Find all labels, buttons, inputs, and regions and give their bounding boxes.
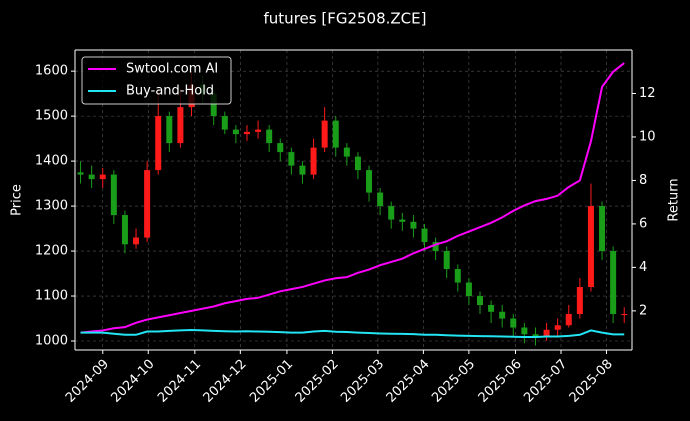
y2-tick-label: 2 — [639, 303, 647, 318]
candle-body — [532, 334, 539, 337]
candle-body — [110, 174, 117, 216]
y2-axis-label: Return — [667, 178, 682, 221]
y-tick-label: 1600 — [35, 64, 68, 79]
y-tick-label: 1200 — [35, 244, 68, 259]
candle-body — [177, 107, 184, 144]
candle-body — [421, 228, 428, 243]
candle-body — [332, 120, 339, 148]
candle-body — [499, 311, 506, 319]
candle-body — [255, 129, 262, 132]
y2-tick-label: 12 — [639, 86, 656, 101]
candle-body — [288, 152, 295, 166]
legend-label: Swtool.com AI — [126, 62, 218, 77]
candle-body — [266, 129, 273, 144]
candle-body — [144, 170, 151, 238]
candle-body — [599, 206, 606, 252]
candle-body — [454, 269, 461, 283]
y-tick-label: 1300 — [35, 199, 68, 214]
candle-body — [366, 170, 373, 193]
candle-body — [554, 325, 561, 330]
candle-body — [155, 116, 162, 171]
candle-body — [310, 147, 317, 175]
candle-body — [243, 131, 250, 135]
candle-body — [488, 305, 495, 312]
y-tick-label: 1400 — [35, 154, 68, 169]
y2-tick-label: 4 — [639, 260, 647, 275]
candle-body — [77, 172, 84, 175]
candle-body — [610, 251, 617, 315]
y-axis-label: Price — [10, 184, 25, 216]
candle-body — [465, 282, 472, 297]
candle-body — [99, 174, 106, 180]
candle-body — [377, 192, 384, 207]
candle-body — [410, 221, 417, 229]
candle-body — [210, 93, 217, 117]
y-tick-label: 1100 — [35, 289, 68, 304]
candle-body — [88, 174, 95, 180]
candle-body — [221, 116, 228, 130]
candle-body — [621, 314, 628, 316]
candle-body — [543, 329, 550, 337]
y-tick-label: 1000 — [35, 334, 68, 349]
candle-body — [321, 120, 328, 148]
candle-body — [565, 314, 572, 326]
candle-body — [432, 242, 439, 252]
legend-box — [81, 56, 232, 105]
candle-body — [476, 296, 483, 306]
candle-body — [133, 237, 140, 245]
candle-body — [587, 206, 594, 288]
y-tick-label: 1500 — [35, 109, 68, 124]
line-series — [80, 62, 625, 334]
candle-body — [388, 206, 395, 220]
candle-body — [232, 129, 239, 135]
candle-body — [443, 251, 450, 270]
y2-tick-label: 6 — [639, 216, 647, 231]
legend-label: Buy-and-Hold — [126, 84, 214, 99]
candle-body — [121, 215, 128, 245]
candle-body — [277, 143, 284, 153]
candle-body — [510, 318, 517, 328]
candle-body — [343, 147, 350, 157]
candle-body — [299, 165, 306, 175]
chart-title: futures [FG2508.ZCE] — [264, 10, 427, 28]
candle-body — [576, 287, 583, 315]
candle-body — [399, 219, 406, 222]
candle-body — [354, 156, 361, 171]
candle-body — [166, 116, 173, 144]
line-series — [80, 328, 625, 338]
candle-body — [521, 327, 528, 335]
y2-tick-label: 10 — [639, 129, 656, 144]
y2-tick-label: 8 — [639, 173, 647, 188]
